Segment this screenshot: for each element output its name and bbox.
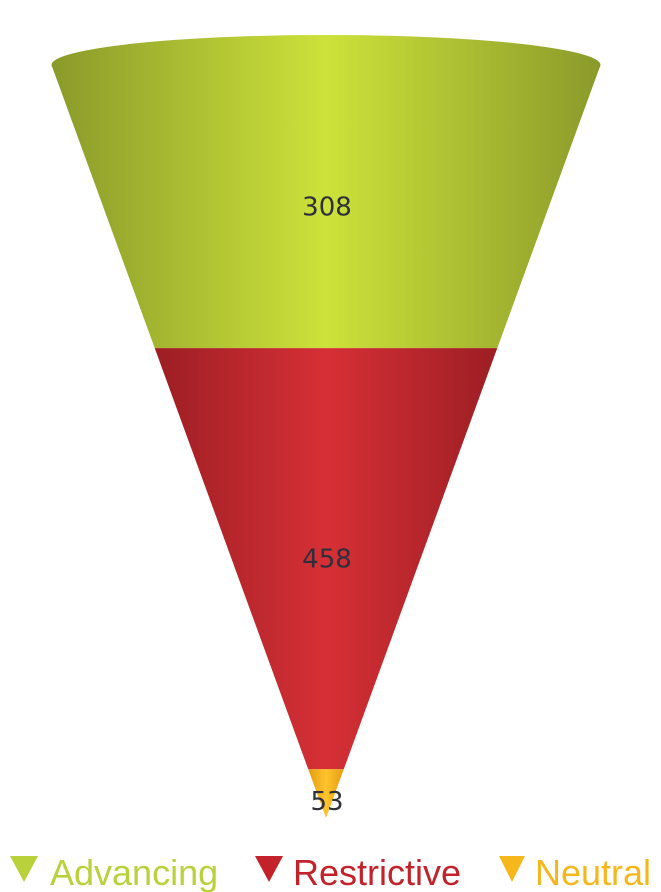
funnel-segments <box>51 35 601 818</box>
legend-item-advancing[interactable]: Advancing <box>10 852 218 892</box>
legend-item-restrictive[interactable]: Restrictive <box>255 852 461 892</box>
legend: Advancing Restrictive Neutral <box>10 852 651 892</box>
data-label-advancing: 308 <box>302 193 352 223</box>
legend-label-restrictive: Restrictive <box>293 852 461 892</box>
data-label-neutral: 53 <box>310 787 343 817</box>
legend-marker-neutral <box>499 856 525 882</box>
legend-marker-advancing <box>10 856 38 882</box>
funnel-data-labels: 308 458 53 <box>302 193 352 817</box>
legend-label-advancing: Advancing <box>50 852 218 892</box>
data-label-restrictive: 458 <box>302 545 352 575</box>
legend-item-neutral[interactable]: Neutral <box>499 852 651 892</box>
funnel-segment-neutral[interactable] <box>308 769 344 818</box>
funnel-segment-advancing[interactable] <box>51 65 601 349</box>
funnel-top-cap <box>51 35 601 95</box>
legend-label-neutral: Neutral <box>535 852 651 892</box>
funnel-segment-restrictive[interactable] <box>154 348 498 770</box>
legend-marker-restrictive <box>255 856 283 882</box>
